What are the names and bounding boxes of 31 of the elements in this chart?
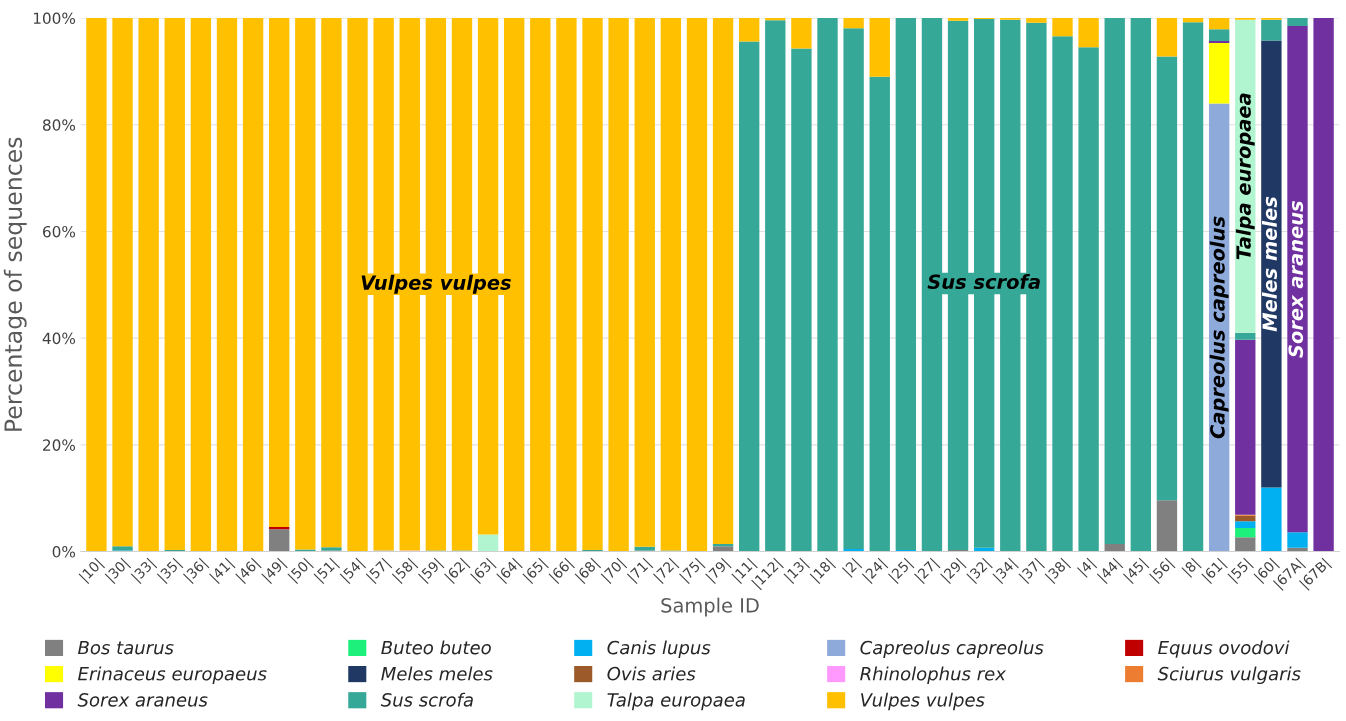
text: Capreolus capreolus: [1209, 216, 1229, 439]
legend-label: Talpa europaea: [607, 692, 745, 711]
y-tick-label: 60%: [43, 225, 76, 238]
y-tick-label: 80%: [42, 119, 76, 131]
legend-label: Canis lupus: [607, 640, 711, 658]
text: Sorex araneus: [1288, 201, 1304, 358]
x-tick-label: |2|: [842, 557, 863, 578]
legend-label: Sciurus vulgaris: [1157, 666, 1301, 685]
legend-label: Vulpes vulpes: [861, 692, 985, 711]
legend-label: Sus scrofa: [380, 692, 473, 707]
legend-label: Sorex araneus: [77, 693, 208, 707]
legend-label: Equus ovodovi: [1158, 640, 1290, 658]
text: Sus scrofa: [927, 274, 1040, 290]
text: Talpa europaea: [1235, 93, 1255, 260]
y-axis-title: Percentage of sequences: [3, 137, 27, 431]
y-tick-label: 20%: [43, 439, 76, 451]
legend-label: Bos taurus: [78, 640, 174, 655]
legend-label: Erinaceus europaeus: [78, 666, 267, 685]
y-tick-label: 100%: [33, 12, 76, 25]
legend-label: Meles meles: [381, 666, 493, 681]
legend-label: Capreolus capreolus: [860, 640, 1044, 658]
legend-label: Rhinolophus rex: [860, 666, 1007, 685]
y-tick-label: 0%: [52, 546, 76, 558]
x-axis-title: Sample ID: [661, 597, 759, 617]
y-tick-label: 40%: [42, 332, 76, 345]
text: Vulpes vulpes: [361, 274, 511, 294]
legend-label: Ovis aries: [607, 666, 696, 681]
x-tick-label: |8|: [1181, 557, 1202, 578]
x-tick-label: |4|: [1076, 557, 1098, 578]
legend-label: Buteo buteo: [381, 640, 491, 655]
text: Meles meles: [1261, 196, 1278, 332]
